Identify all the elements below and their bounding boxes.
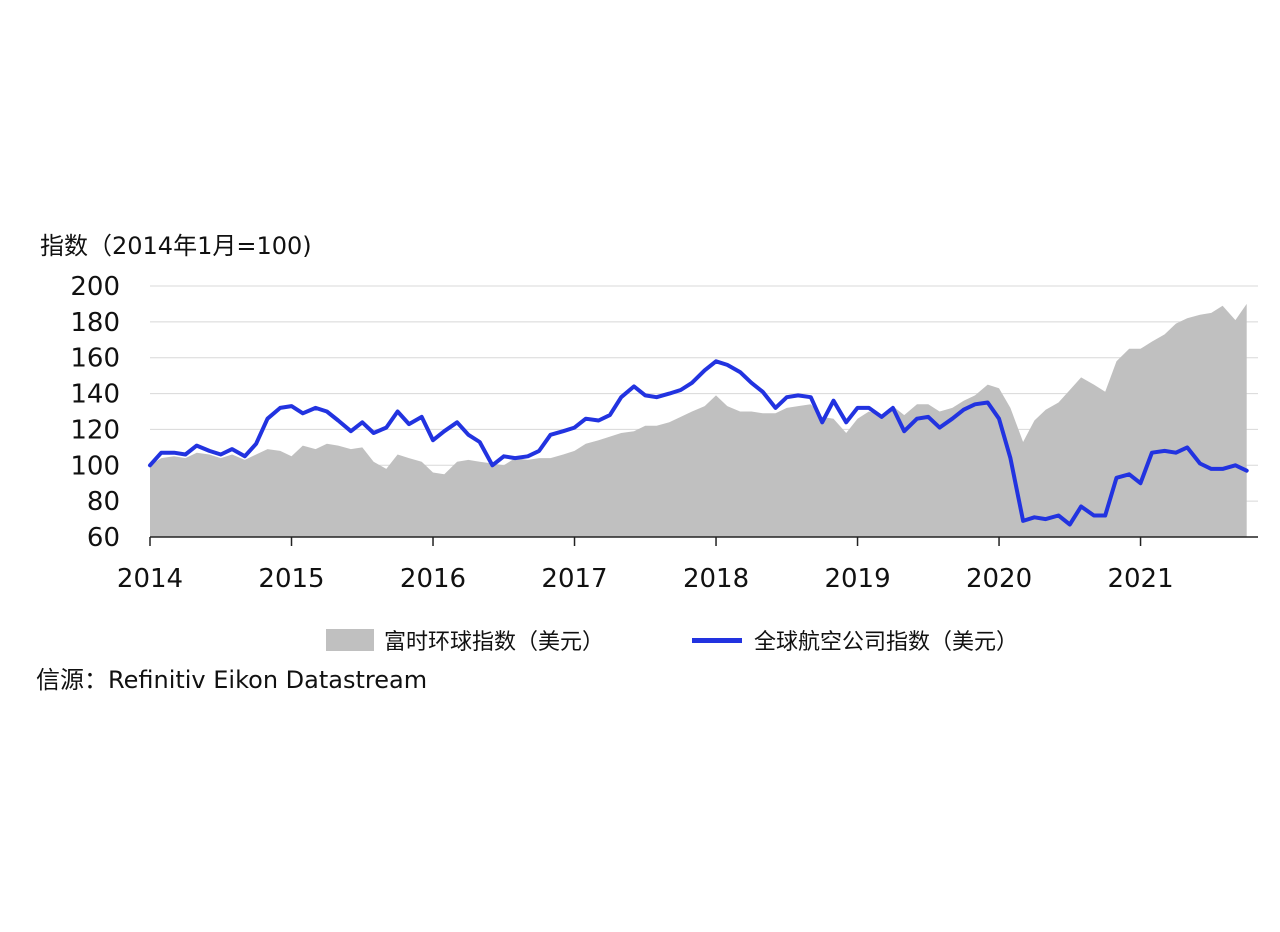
- legend-item-area: 富时环球指数（美元）: [326, 624, 604, 656]
- area-series-layer: [150, 303, 1247, 537]
- y-axis-ticks: 60 80 100 120 140 160 180 200: [70, 272, 120, 553]
- y-axis-title: 指数（2014年1月=100): [40, 232, 312, 260]
- x-tick-label: 2017: [541, 564, 607, 594]
- y-tick-label: 200: [70, 272, 120, 302]
- area-series-ftse-global: [150, 303, 1247, 537]
- y-tick-label: 180: [70, 308, 120, 338]
- legend-item-line: 全球航空公司指数（美元）: [692, 624, 1018, 656]
- x-tick-label: 2018: [683, 564, 749, 594]
- legend-swatch-line: [692, 637, 742, 643]
- y-tick-label: 140: [70, 380, 120, 410]
- x-axis-tick-labels: 2014 2015 2016 2017 2018 2019 2020 2021: [117, 564, 1174, 594]
- line-series-airlines: [148, 359, 1249, 527]
- y-tick-label: 160: [70, 344, 120, 374]
- line-series-layer: [148, 359, 1249, 527]
- legend-label-line: 全球航空公司指数（美元）: [754, 630, 1019, 655]
- x-axis: [149, 536, 1258, 546]
- x-tick-label: 2019: [824, 564, 890, 594]
- source-note: 信源：Refinitiv Eikon Datastream: [36, 666, 428, 694]
- x-tick-label: 2021: [1107, 564, 1173, 594]
- y-tick-label: 120: [70, 415, 120, 445]
- legend-swatch-area: [326, 629, 374, 651]
- x-tick-label: 2014: [117, 564, 183, 594]
- x-tick-label: 2020: [966, 564, 1032, 594]
- x-tick-label: 2015: [258, 564, 324, 594]
- x-tick-label: 2016: [400, 564, 466, 594]
- y-tick-label: 80: [87, 487, 120, 517]
- legend-label-area: 富时环球指数（美元）: [384, 630, 605, 655]
- y-tick-label: 100: [70, 451, 120, 481]
- y-tick-label: 60: [87, 523, 120, 553]
